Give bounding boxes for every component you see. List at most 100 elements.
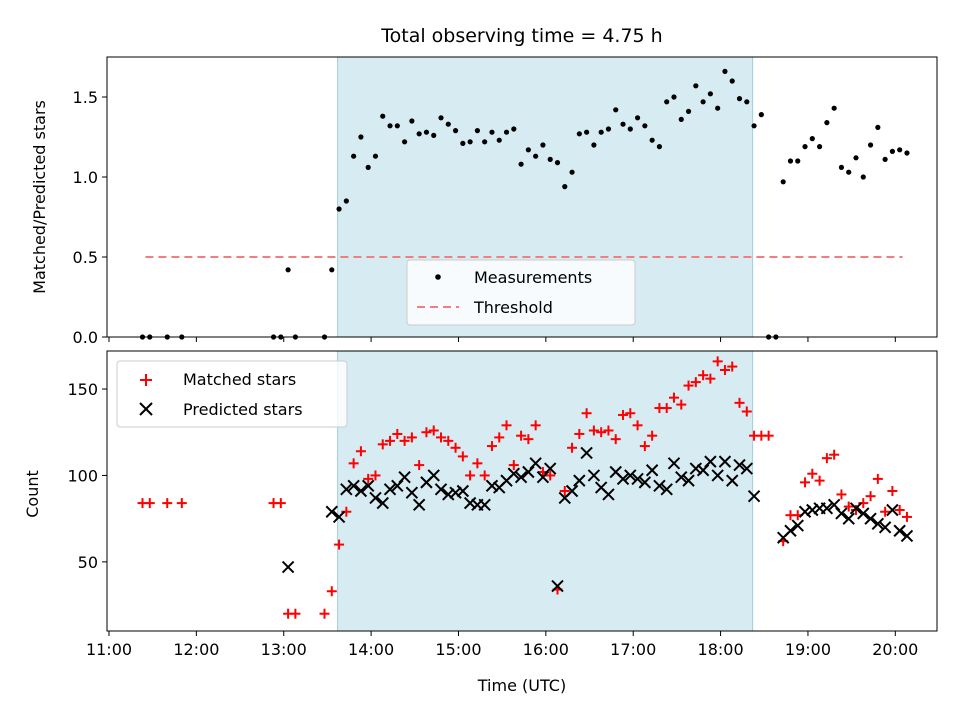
predicted-star-point	[682, 474, 695, 487]
predicted-star-point	[456, 484, 470, 498]
predicted-star-point	[398, 470, 411, 484]
predicted-star-point	[602, 488, 615, 501]
measurement-point	[598, 129, 604, 135]
predicted-star-point	[878, 521, 892, 534]
matched-star-point	[698, 370, 709, 381]
measurement-point	[831, 105, 837, 111]
predicted-star-point	[747, 489, 761, 503]
measurement-point	[816, 144, 823, 150]
predicted-star-point	[667, 457, 681, 470]
top-y-ticks: 0.0 0.5 1.0 1.5	[73, 88, 107, 347]
matched-star-point	[567, 442, 578, 453]
measurement-point	[394, 123, 400, 129]
measurement-point	[351, 153, 357, 159]
matched-star-point	[581, 408, 592, 419]
predicted-star-point	[871, 517, 885, 531]
matched-star-point	[144, 498, 155, 509]
measurement-point	[416, 131, 422, 137]
legend-label-predicted: Predicted stars	[183, 400, 303, 419]
matched-star-point	[865, 491, 876, 502]
predicted-star-point	[573, 474, 586, 487]
y-tick-label: 100	[67, 466, 98, 485]
predicted-star-point	[791, 519, 804, 532]
measurement-point	[569, 169, 575, 175]
measurement-point	[802, 144, 808, 150]
predicted-star-point	[361, 479, 375, 493]
measurement-point	[372, 153, 379, 159]
predicted-star-point	[733, 458, 746, 472]
measurement-point	[634, 115, 641, 121]
measurement-point	[838, 164, 845, 170]
x-tick-label: 14:00	[348, 640, 394, 659]
legend-marker-predicted	[139, 402, 153, 416]
measurement-point	[722, 68, 728, 74]
measurement-point	[867, 142, 874, 148]
predicted-star-point	[864, 512, 877, 525]
measurement-point	[693, 83, 699, 89]
predicted-star-point	[340, 483, 353, 496]
chart-title: Total observing time = 4.75 h	[380, 25, 662, 47]
matched-star-point	[836, 489, 847, 500]
top-x-ticks	[108, 337, 896, 342]
matched-star-point	[901, 511, 912, 522]
measurement-point	[518, 161, 524, 167]
predicted-star-point	[507, 467, 521, 480]
measurement-point	[875, 124, 881, 130]
legend-label-threshold: Threshold	[473, 298, 553, 317]
matched-star-point	[741, 406, 752, 417]
measurement-point	[846, 169, 852, 175]
matched-star-point	[421, 427, 432, 438]
matched-star-point	[319, 608, 330, 619]
top-legend: Measurements Threshold	[406, 259, 636, 326]
bottom-legend-box	[116, 360, 348, 428]
predicted-star-point	[784, 524, 797, 537]
measurement-point	[401, 139, 408, 145]
measurement-point	[489, 129, 495, 135]
measurement-point	[380, 113, 386, 119]
top-legend-box	[406, 259, 636, 326]
matched-star-point	[814, 475, 825, 486]
count-points	[137, 356, 914, 619]
matched-star-point	[690, 377, 701, 388]
measurement-point	[562, 184, 568, 190]
matched-star-point	[705, 373, 716, 384]
matched-star-point	[843, 501, 854, 512]
matched-star-point	[647, 430, 658, 441]
matched-star-point	[348, 458, 359, 469]
matched-star-point	[501, 420, 512, 431]
predicted-star-point	[616, 472, 630, 486]
measurement-point	[460, 140, 466, 146]
predicted-star-point	[857, 507, 870, 520]
matched-star-point	[588, 425, 599, 436]
matched-star-point	[603, 425, 614, 436]
measurement-point	[467, 139, 473, 145]
matched-star-point	[872, 473, 883, 484]
x-tick-label: 20:00	[872, 640, 918, 659]
matched-star-point	[523, 434, 534, 445]
predicted-star-point	[412, 498, 426, 512]
matched-star-point	[472, 458, 483, 469]
predicted-star-point	[638, 476, 652, 489]
matched-star-point	[392, 428, 403, 439]
measurement-point	[576, 131, 582, 137]
measurement-point	[613, 107, 619, 113]
measurement-point	[329, 267, 335, 273]
measurement-point	[547, 156, 553, 162]
top-axes-frame	[106, 56, 938, 338]
matched-star-point	[618, 409, 629, 420]
legend-marker-measurements	[435, 274, 441, 280]
matched-star-point	[719, 365, 730, 376]
measurement-point	[758, 112, 764, 118]
matched-star-point	[406, 432, 417, 443]
legend-label-measurements: Measurements	[474, 268, 592, 287]
measurement-point	[751, 123, 757, 129]
matched-star-point	[530, 420, 541, 431]
matched-star-point	[610, 434, 621, 445]
matched-star-point	[734, 397, 745, 408]
matched-star-point	[676, 399, 687, 410]
matched-star-point	[479, 470, 490, 481]
measurement-point	[605, 126, 612, 132]
measurement-point	[285, 267, 291, 273]
x-tick-label: 12:00	[173, 640, 219, 659]
